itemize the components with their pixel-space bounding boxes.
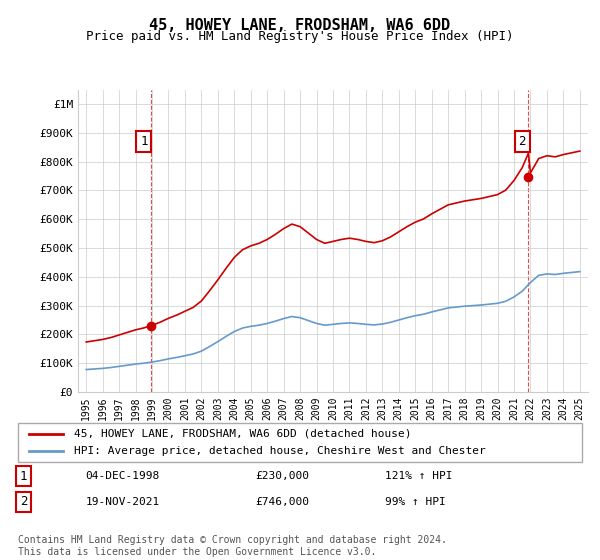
Text: 45, HOWEY LANE, FRODSHAM, WA6 6DD (detached house): 45, HOWEY LANE, FRODSHAM, WA6 6DD (detac… [74,429,412,439]
Text: 121% ↑ HPI: 121% ↑ HPI [385,471,452,481]
Text: 04-DEC-1998: 04-DEC-1998 [86,471,160,481]
Text: 1: 1 [20,470,28,483]
Text: Price paid vs. HM Land Registry's House Price Index (HPI): Price paid vs. HM Land Registry's House … [86,30,514,43]
Text: 45, HOWEY LANE, FRODSHAM, WA6 6DD: 45, HOWEY LANE, FRODSHAM, WA6 6DD [149,18,451,32]
Text: 2: 2 [20,496,28,508]
Text: £746,000: £746,000 [255,497,309,507]
Text: 99% ↑ HPI: 99% ↑ HPI [385,497,445,507]
Text: Contains HM Land Registry data © Crown copyright and database right 2024.
This d: Contains HM Land Registry data © Crown c… [18,535,447,557]
Text: HPI: Average price, detached house, Cheshire West and Chester: HPI: Average price, detached house, Ches… [74,446,486,456]
Text: 19-NOV-2021: 19-NOV-2021 [86,497,160,507]
FancyBboxPatch shape [18,423,582,462]
Text: 1: 1 [140,135,148,148]
Text: 2: 2 [518,135,526,148]
Text: £230,000: £230,000 [255,471,309,481]
